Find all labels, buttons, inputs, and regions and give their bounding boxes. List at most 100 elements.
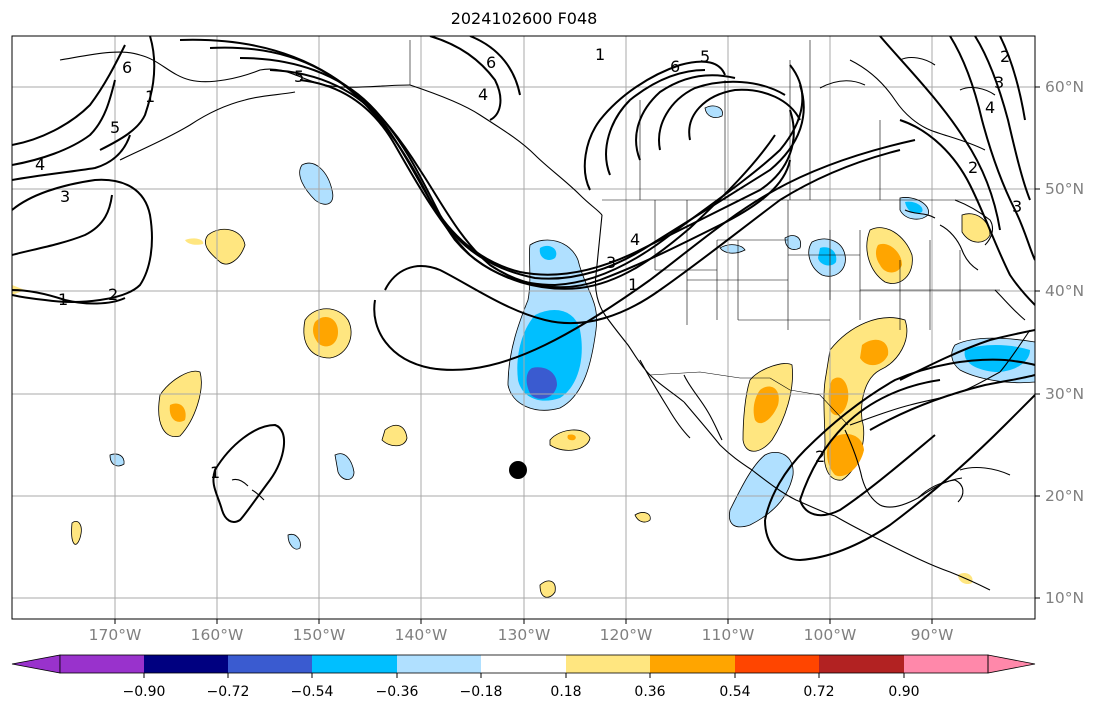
colorbar-segment bbox=[819, 655, 904, 673]
contour-line bbox=[999, 36, 1026, 121]
negative-area bbox=[784, 235, 802, 250]
border-states bbox=[654, 200, 1000, 340]
colorbar-segment bbox=[735, 655, 819, 673]
colorbar-segment bbox=[566, 655, 650, 673]
lon-tick-label: 140°W bbox=[394, 626, 448, 644]
contour-label: 1 bbox=[595, 45, 605, 64]
colorbar-segment bbox=[650, 655, 735, 673]
lon-tick-label: 120°W bbox=[599, 626, 653, 644]
contour-line bbox=[899, 329, 1035, 381]
borders bbox=[409, 40, 1000, 426]
negative-area bbox=[964, 345, 1030, 372]
colorbar-low-extend bbox=[11, 654, 61, 674]
contour-line bbox=[209, 46, 795, 276]
contour-label: 2 bbox=[1000, 47, 1010, 66]
colorbar bbox=[11, 654, 1036, 678]
contour-line bbox=[12, 134, 131, 181]
contour-line bbox=[583, 60, 726, 191]
positive-area bbox=[71, 521, 82, 545]
lon-tick-label: 160°W bbox=[190, 626, 244, 644]
negative-area bbox=[526, 367, 557, 399]
coastline-yucatan bbox=[917, 479, 964, 503]
negative-area bbox=[299, 162, 334, 205]
contour-line bbox=[869, 374, 1035, 431]
contour-line bbox=[12, 289, 126, 305]
negative-area bbox=[704, 105, 723, 118]
lat-tick-label: 60°N bbox=[1045, 78, 1085, 96]
coastline-cuba bbox=[959, 466, 1011, 476]
contour-label: 3 bbox=[994, 73, 1004, 92]
border-us-mexico bbox=[649, 371, 849, 426]
coastline-bc bbox=[409, 84, 603, 216]
contour-label: 1 bbox=[58, 290, 68, 309]
contour-line bbox=[429, 36, 502, 121]
contour-line bbox=[764, 394, 1035, 562]
contour-line bbox=[899, 119, 1035, 306]
lon-tick-label: 100°W bbox=[803, 626, 857, 644]
position-marker bbox=[509, 461, 527, 479]
colorbar-tick-label: −0.54 bbox=[290, 684, 334, 700]
positive-area bbox=[827, 434, 864, 477]
colorbar-tick-label: −0.90 bbox=[122, 684, 166, 700]
lat-tick-label: 30°N bbox=[1045, 385, 1085, 403]
coastline-central-america bbox=[834, 515, 991, 591]
contour-line bbox=[688, 88, 801, 141]
coastline-baja bbox=[639, 359, 723, 441]
colorbar-high-extend bbox=[987, 654, 1036, 674]
contour-label: 6 bbox=[670, 57, 680, 76]
colorbar-frame bbox=[59, 654, 989, 674]
positive-area bbox=[753, 386, 779, 424]
contour-labels: 6 5 4 3 2 1 1 2 3 4 5 6 3 4 5 6 1 2 3 4 … bbox=[35, 45, 1022, 482]
colorbar-segment bbox=[228, 655, 312, 673]
lon-tick-label: 170°W bbox=[88, 626, 142, 644]
contour-label: 1 bbox=[628, 275, 638, 294]
contour-label: 2 bbox=[968, 158, 978, 177]
contour-line bbox=[949, 36, 1035, 261]
lon-tick-label: 130°W bbox=[497, 626, 551, 644]
colorbar-tick-label: −0.18 bbox=[459, 684, 503, 700]
lon-tick-label: 110°W bbox=[701, 626, 755, 644]
positive-area bbox=[549, 429, 591, 451]
contours bbox=[12, 36, 1035, 562]
contour-line bbox=[469, 36, 521, 96]
colorbar-segment bbox=[144, 655, 228, 673]
contour-line bbox=[373, 139, 916, 371]
coastline-mexico-west bbox=[683, 401, 836, 517]
contour-line bbox=[658, 80, 786, 151]
negative-area bbox=[728, 451, 794, 528]
contour-line bbox=[212, 423, 286, 523]
negative-area bbox=[539, 245, 557, 260]
coastline-aleutians bbox=[119, 91, 296, 161]
positive-area bbox=[169, 403, 186, 422]
contour-label: 4 bbox=[478, 85, 488, 104]
contour-line bbox=[799, 379, 941, 501]
positive-area bbox=[961, 213, 991, 243]
colorbar-tick-label: 0.72 bbox=[803, 684, 835, 700]
colorbar-tick-label: 0.54 bbox=[719, 684, 751, 700]
colorbar-segment bbox=[481, 655, 566, 673]
positive-area bbox=[204, 228, 246, 265]
tick-marks bbox=[114, 86, 1040, 624]
lat-tick-label: 20°N bbox=[1045, 487, 1085, 505]
contour-line bbox=[239, 57, 805, 280]
contour-label: 1 bbox=[210, 463, 220, 482]
negative-area bbox=[719, 244, 746, 254]
negative-area bbox=[905, 201, 923, 214]
colorbar-tick-label: −0.72 bbox=[206, 684, 250, 700]
contour-label: 1 bbox=[145, 87, 155, 106]
negative-area bbox=[287, 533, 301, 550]
positive-area bbox=[381, 424, 408, 447]
contour-line bbox=[974, 36, 1031, 201]
negative-area bbox=[109, 453, 125, 467]
positive-area bbox=[875, 243, 902, 273]
colorbar-segment bbox=[397, 655, 481, 673]
contour-label: 4 bbox=[35, 155, 45, 174]
coastlines bbox=[59, 51, 1031, 591]
contour-line bbox=[635, 74, 736, 161]
contour-line bbox=[99, 36, 156, 151]
negative-area bbox=[818, 247, 837, 266]
gridlines bbox=[12, 36, 1035, 619]
colorbar-tick-label: 0.90 bbox=[888, 684, 920, 700]
contour-line bbox=[384, 149, 901, 325]
